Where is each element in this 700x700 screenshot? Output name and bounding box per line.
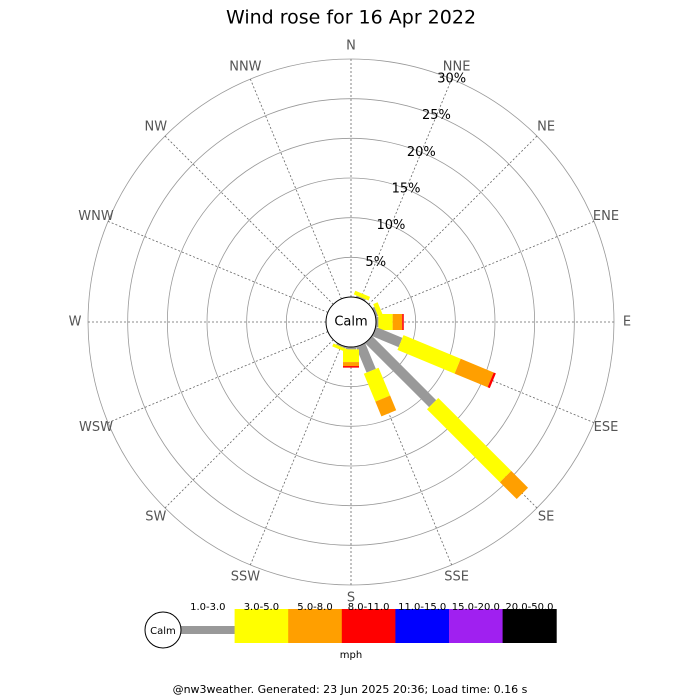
bar-segment xyxy=(378,314,393,330)
direction-label: SSW xyxy=(231,569,261,584)
bar-segment xyxy=(353,290,371,301)
r-tick-label: 30% xyxy=(437,72,466,87)
bar-segment xyxy=(332,343,349,353)
r-tick-label: 10% xyxy=(376,218,405,233)
direction-label: WNW xyxy=(78,209,114,224)
r-tick-label: 5% xyxy=(365,255,386,270)
legend-unit: mph xyxy=(340,650,362,661)
legend-label: 15.0-20.0 xyxy=(452,602,500,613)
legend-label: 3.0-5.0 xyxy=(244,602,279,613)
chart-title: Wind rose for 16 Apr 2022 xyxy=(226,7,476,29)
bar-segment xyxy=(454,358,494,388)
bar-segment xyxy=(487,372,496,389)
bar-segment xyxy=(375,317,379,327)
direction-label: WSW xyxy=(79,420,113,435)
legend-swatch xyxy=(395,609,450,643)
calm-circle xyxy=(325,296,377,348)
grid-ring xyxy=(127,98,575,546)
legend-calm-circle xyxy=(144,611,182,649)
r-tick-label: 25% xyxy=(422,108,451,123)
legend-swatch xyxy=(181,626,236,634)
bar-segment xyxy=(402,314,404,330)
legend-swatch xyxy=(502,609,557,643)
legend-swatch xyxy=(341,609,396,643)
bar-segment xyxy=(343,366,359,368)
direction-label: ENE xyxy=(593,209,619,224)
direction-label: SW xyxy=(145,510,166,525)
direction-label: SE xyxy=(538,510,554,525)
bar-segment xyxy=(375,395,397,417)
legend-label: 11.0-15.0 xyxy=(398,602,446,613)
bar-segment xyxy=(343,362,359,367)
legend-label: 1.0-3.0 xyxy=(190,602,225,613)
direction-label: S xyxy=(347,591,355,606)
grid-ring xyxy=(246,217,456,427)
grid-ring xyxy=(166,137,536,507)
r-tick-label: 15% xyxy=(392,181,421,196)
bar-segment xyxy=(397,335,461,374)
bar-segment xyxy=(372,326,403,348)
calm-label: Calm xyxy=(334,315,367,330)
direction-label: W xyxy=(69,315,82,330)
bar-segment xyxy=(355,343,376,373)
direction-label: E xyxy=(623,315,631,330)
direction-label: NNE xyxy=(443,60,471,75)
direction-label: ESE xyxy=(594,420,619,435)
legend-calm-label: Calm xyxy=(150,626,176,637)
legend-label: 8.0-11.0 xyxy=(348,602,390,613)
bar-segment xyxy=(499,470,529,500)
bar-segment xyxy=(426,397,512,483)
bar-segment xyxy=(346,347,356,350)
legend-swatch xyxy=(234,609,289,643)
legend-swatch xyxy=(288,609,343,643)
bar-segment xyxy=(372,306,379,318)
legend-swatch xyxy=(449,609,504,643)
direction-label: NE xyxy=(537,119,555,134)
legend-label: 20.0-50.0 xyxy=(505,602,553,613)
direction-label: NW xyxy=(145,119,168,134)
bar-segment xyxy=(365,336,437,408)
legend-label: 5.0-8.0 xyxy=(297,602,332,613)
footer: @nw3weather. Generated: 23 Jun 2025 20:3… xyxy=(173,683,528,696)
direction-label: N xyxy=(346,39,356,54)
bar-segment xyxy=(336,343,347,349)
r-tick-label: 20% xyxy=(407,145,436,160)
bar-segment xyxy=(355,295,366,301)
bar-segment xyxy=(363,367,391,402)
grid-ring xyxy=(206,177,496,467)
bar-segment xyxy=(392,314,403,330)
grid-ring xyxy=(285,256,417,388)
direction-label: NNW xyxy=(229,60,261,75)
direction-label: SSE xyxy=(444,569,469,584)
